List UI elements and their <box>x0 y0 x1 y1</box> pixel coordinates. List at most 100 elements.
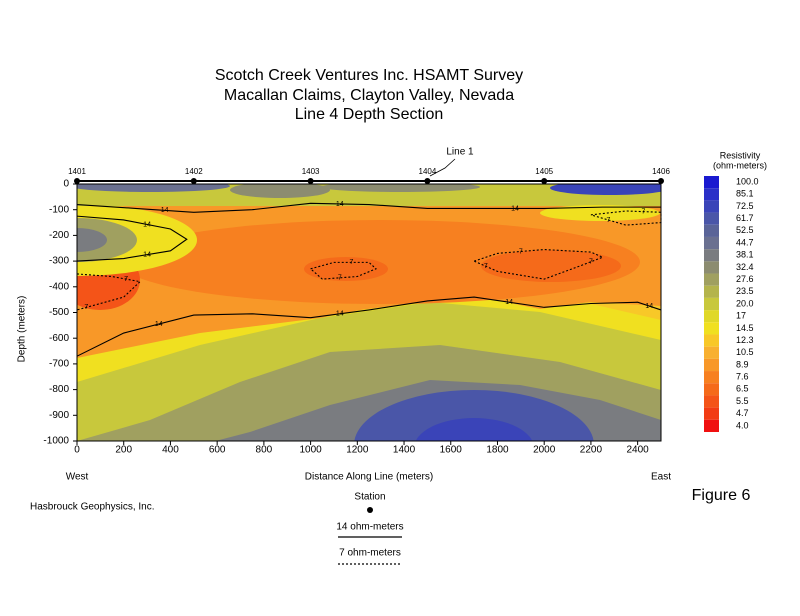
y-tick-label: -500 <box>49 307 69 318</box>
colorbar-label: 61.7 <box>736 213 754 223</box>
contour-label: 14 <box>143 252 151 259</box>
colorbar-swatch <box>704 224 719 237</box>
x-tick-label: 1600 <box>440 445 463 456</box>
contour-line <box>76 202 661 213</box>
colorbar-label: 17 <box>736 311 746 321</box>
contour-label: 7 <box>606 217 610 224</box>
contour-label: 7 <box>124 276 128 283</box>
colorbar-swatch <box>704 322 719 335</box>
annotation-leader <box>429 158 456 177</box>
y-tick-label: -200 <box>49 230 69 241</box>
contour-line <box>76 215 188 262</box>
colorbar-label: 8.9 <box>736 359 749 369</box>
y-tick-label: -100 <box>49 204 69 215</box>
legend-station-dot <box>367 507 373 513</box>
y-tick-label: -900 <box>49 410 69 421</box>
y-tick-label: 0 <box>63 179 69 190</box>
contour-label: 14 <box>645 303 653 310</box>
contour-label: 14 <box>505 299 513 306</box>
station <box>424 178 431 184</box>
colorbar-swatch <box>704 285 719 298</box>
x-tick-label: 200 <box>115 445 132 456</box>
contour-label: 7 <box>350 259 354 266</box>
colorbar-label: 23.5 <box>736 286 754 296</box>
colorbar-swatch <box>704 358 719 372</box>
station <box>307 178 314 184</box>
x-tick-label: 1200 <box>346 445 369 456</box>
x-tick-label: 2200 <box>580 445 603 456</box>
title-line: Line 4 Depth Section <box>295 106 444 123</box>
x-end-label: West <box>66 472 89 483</box>
contour-label: 7 <box>589 259 593 266</box>
contour-label: 14 <box>336 311 344 318</box>
x-axis-label: Distance Along Line (meters) <box>305 472 433 483</box>
colorbar-label: 52.5 <box>736 225 754 235</box>
x-tick-label: 0 <box>74 445 80 456</box>
station <box>74 178 80 184</box>
colorbar-swatch <box>704 176 719 189</box>
y-tick-label: -300 <box>49 256 69 267</box>
colorbar-swatch <box>704 273 719 286</box>
y-tick-label: -600 <box>49 333 69 344</box>
x-tick-label: 1800 <box>486 445 509 456</box>
y-tick-label: -1000 <box>43 436 69 447</box>
contour-line <box>310 261 378 280</box>
x-tick-label: 600 <box>209 445 226 456</box>
x-tick-label: 1400 <box>393 445 416 456</box>
x-tick-label: 800 <box>256 445 273 456</box>
station-label: 1405 <box>535 167 553 176</box>
contour-label: 14 <box>336 201 344 208</box>
legend-label: Station <box>354 492 385 503</box>
y-tick-label: -400 <box>49 281 69 292</box>
colorbar-swatch <box>704 261 719 274</box>
colorbar-label: 4.0 <box>736 420 749 430</box>
contour-line <box>473 248 605 280</box>
contour-line <box>76 273 142 311</box>
colorbar-swatch <box>704 419 719 432</box>
y-tick-label: -800 <box>49 384 69 395</box>
colorbar-label: 6.5 <box>736 384 749 394</box>
colorbar-swatch <box>704 188 719 201</box>
colorbar-label: 10.5 <box>736 347 754 357</box>
x-tick-label: 2000 <box>533 445 556 456</box>
colorbar-swatch <box>704 249 719 262</box>
colorbar-title: (ohm-meters) <box>713 160 767 170</box>
title-line: Macallan Claims, Clayton Valley, Nevada <box>224 87 514 104</box>
station <box>190 178 197 184</box>
annotation: Line 1 <box>446 147 474 158</box>
colorbar-swatch <box>704 236 719 250</box>
contour-label: 7 <box>519 248 523 255</box>
colorbar-swatch <box>704 371 719 384</box>
resistivity-field <box>77 184 661 441</box>
figure-label: Figure 6 <box>692 487 751 504</box>
colorbar-label: 44.7 <box>736 237 754 247</box>
contour-label: 14 <box>143 221 151 228</box>
y-tick-label: -700 <box>49 359 69 370</box>
colorbar-swatch <box>704 407 719 420</box>
colorbar-swatch <box>704 212 719 225</box>
contour-label: 14 <box>161 207 169 214</box>
station <box>658 178 664 184</box>
contour-label: 14 <box>155 321 163 328</box>
colorbar-label: 32.4 <box>736 262 754 272</box>
legend-label: 7 ohm-meters <box>339 548 401 559</box>
contour-line <box>590 210 662 226</box>
colorbar-label: 72.5 <box>736 201 754 211</box>
station-label: 1401 <box>68 167 86 176</box>
station-label: 1406 <box>652 167 670 176</box>
colorbar-label: 38.1 <box>736 250 754 260</box>
colorbar-label: 12.3 <box>736 335 754 345</box>
colorbar-swatch <box>704 334 719 347</box>
x-tick-label: 2400 <box>627 445 650 456</box>
contour-label: 7 <box>338 275 342 282</box>
colorbar-label: 4.7 <box>736 408 749 418</box>
legend-label: 14 ohm-meters <box>336 522 403 533</box>
x-end-label: East <box>651 472 671 483</box>
colorbar-swatch <box>704 395 719 408</box>
contour-label: 7 <box>484 263 488 270</box>
station-label: 1404 <box>419 167 437 176</box>
x-tick-label: 400 <box>162 445 179 456</box>
contour-label: 7 <box>84 304 88 311</box>
station <box>541 178 548 184</box>
